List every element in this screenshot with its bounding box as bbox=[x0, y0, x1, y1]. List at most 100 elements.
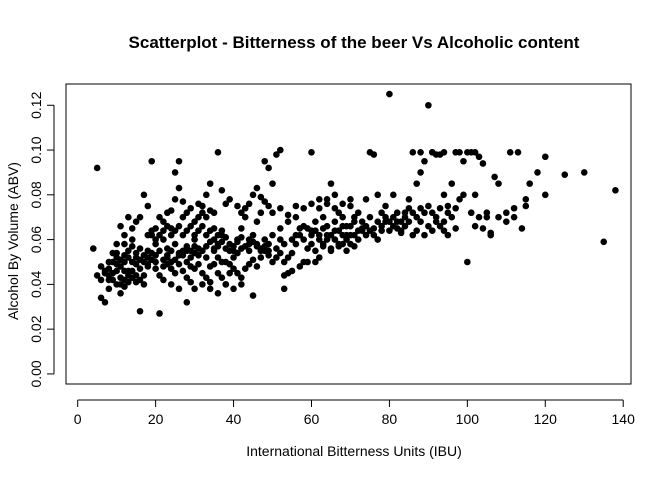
scatter-point bbox=[561, 171, 569, 178]
scatter-point bbox=[495, 180, 502, 187]
scatter-point bbox=[175, 222, 183, 230]
scatter-point bbox=[347, 202, 354, 210]
scatter-point bbox=[308, 148, 315, 156]
scatter-point bbox=[238, 225, 245, 232]
y-tick-label: 0.02 bbox=[28, 315, 44, 342]
scatter-point bbox=[425, 202, 432, 210]
scatter-point bbox=[234, 238, 241, 246]
scatter-point bbox=[136, 245, 144, 252]
scatter-point bbox=[273, 151, 280, 158]
scatter-point bbox=[428, 209, 436, 217]
scatter-point bbox=[397, 227, 405, 234]
scatter-point bbox=[136, 265, 144, 273]
scatter-point bbox=[222, 281, 230, 288]
scatter-point bbox=[440, 148, 448, 156]
scatter-point bbox=[171, 227, 179, 234]
scatter-point bbox=[448, 180, 456, 187]
scatter-point bbox=[195, 200, 202, 208]
scatter-point bbox=[121, 231, 128, 239]
scatter-point bbox=[117, 290, 124, 297]
scatter-point bbox=[284, 254, 292, 261]
scatter-point bbox=[374, 191, 382, 199]
scatter-point bbox=[187, 254, 194, 261]
scatter-point bbox=[105, 272, 113, 279]
scatter-point bbox=[304, 245, 311, 252]
scatter-point bbox=[460, 191, 467, 199]
y-tick-label: 0.06 bbox=[28, 226, 44, 253]
scatter-point bbox=[191, 265, 198, 273]
scatter-point bbox=[148, 227, 156, 234]
scatter-point bbox=[164, 222, 171, 230]
scatter-point bbox=[464, 148, 471, 156]
scatter-point bbox=[308, 200, 315, 208]
scatter-point bbox=[234, 269, 241, 277]
scatter-point bbox=[132, 272, 140, 279]
scatter-point bbox=[253, 243, 261, 250]
scatter-point bbox=[136, 276, 144, 284]
scatter-point bbox=[230, 243, 237, 250]
scatter-point bbox=[312, 258, 319, 266]
scatter-point bbox=[121, 267, 128, 275]
scatter-point bbox=[448, 213, 456, 221]
scatter-point bbox=[132, 260, 140, 268]
scatter-point bbox=[144, 202, 152, 210]
scatter-point bbox=[421, 209, 428, 217]
scatter-point bbox=[339, 200, 346, 208]
scatter-point bbox=[117, 222, 124, 230]
scatter-point bbox=[491, 173, 498, 181]
scatter-point bbox=[218, 187, 226, 194]
scatter-point bbox=[308, 240, 315, 248]
scatter-point bbox=[199, 247, 206, 255]
y-axis-label: Alcohol By Volume (ABV) bbox=[5, 162, 21, 320]
plot-area-frame bbox=[65, 83, 632, 385]
scatter-point bbox=[440, 218, 448, 225]
scatter-point bbox=[354, 209, 362, 217]
scatter-point bbox=[234, 202, 241, 210]
scatter-point bbox=[265, 164, 272, 172]
scatter-point bbox=[323, 231, 331, 239]
chart-title: Scatterplot - Bitterness of the beer Vs … bbox=[129, 33, 580, 52]
scatter-point bbox=[300, 222, 307, 230]
scatter-point bbox=[393, 218, 401, 225]
scatter-point bbox=[319, 213, 327, 221]
scatter-point bbox=[183, 298, 191, 306]
scatter-point bbox=[249, 231, 257, 239]
scatter-point bbox=[277, 225, 284, 232]
scatter-point bbox=[199, 222, 206, 230]
scatter-point bbox=[148, 157, 156, 165]
scatter-point bbox=[187, 278, 194, 286]
scatter-point bbox=[245, 247, 253, 255]
scatter-point bbox=[140, 272, 148, 279]
scatter-point bbox=[97, 294, 105, 302]
scatter-point bbox=[580, 169, 588, 176]
scatter-point bbox=[191, 231, 198, 239]
scatter-point bbox=[358, 227, 366, 234]
scatter-point bbox=[428, 148, 436, 156]
x-tick-label: 40 bbox=[226, 411, 242, 427]
scatter-point bbox=[175, 184, 183, 192]
scatter-point bbox=[160, 256, 167, 264]
scatter-point bbox=[187, 247, 194, 255]
scatter-point bbox=[179, 231, 187, 239]
scatter-point bbox=[171, 196, 179, 203]
scatter-point bbox=[280, 272, 288, 279]
scatter-point bbox=[304, 258, 311, 266]
scatter-point bbox=[362, 196, 370, 203]
scatter-point bbox=[230, 285, 237, 293]
scatter-point bbox=[405, 196, 413, 203]
scatter-point bbox=[167, 207, 175, 214]
scatter-point bbox=[183, 209, 191, 217]
scatter-point bbox=[378, 227, 385, 234]
scatter-point bbox=[261, 198, 269, 205]
scatter-point bbox=[249, 238, 257, 246]
scatter-point bbox=[413, 213, 420, 221]
scatter-point bbox=[471, 191, 479, 199]
scatter-point bbox=[253, 263, 261, 270]
scatter-point bbox=[452, 204, 459, 212]
scatter-point bbox=[202, 191, 210, 199]
scatter-point bbox=[347, 231, 354, 239]
scatter-point bbox=[273, 245, 280, 252]
scatter-point bbox=[238, 234, 245, 241]
